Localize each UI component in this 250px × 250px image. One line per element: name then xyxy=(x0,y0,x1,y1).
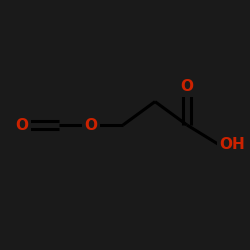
Text: OH: OH xyxy=(219,137,245,152)
Text: O: O xyxy=(180,79,194,94)
Text: O: O xyxy=(84,118,98,132)
Text: O: O xyxy=(16,118,29,132)
